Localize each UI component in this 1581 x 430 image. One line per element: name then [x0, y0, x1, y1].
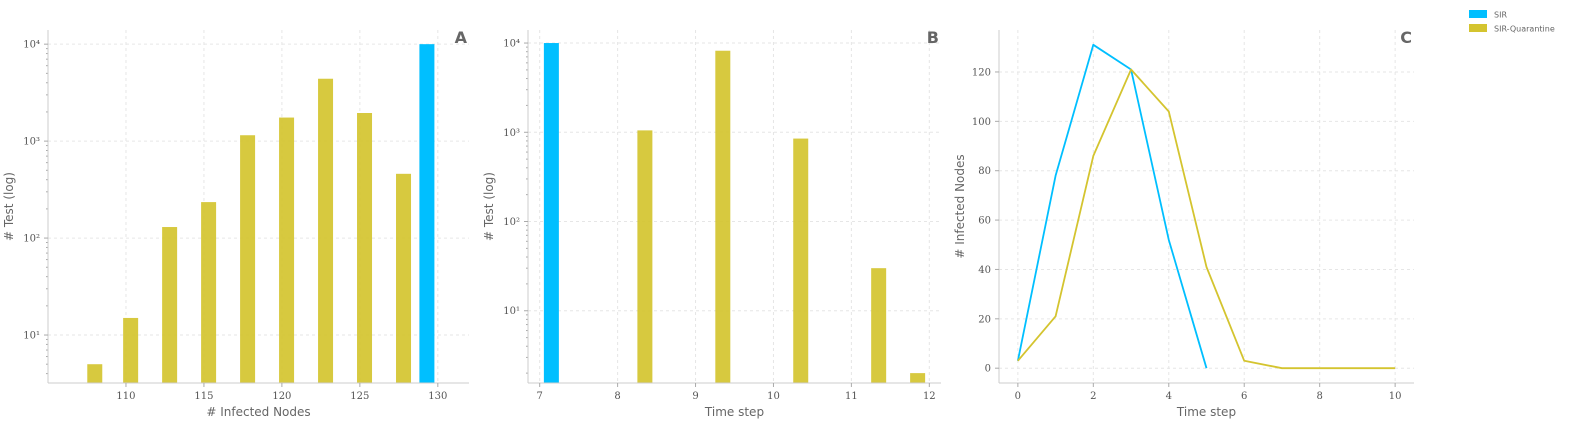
y-axis-label: # Test (log): [2, 172, 16, 241]
legend-swatch-sir: [1469, 10, 1487, 18]
y-tick-label: 120: [972, 67, 991, 78]
x-tick-label: 8: [614, 391, 620, 402]
x-axis-label: # Infected Nodes: [206, 405, 310, 419]
bar-sir-quarantine: [162, 227, 178, 383]
bar-sir: [419, 44, 435, 384]
bar-sir-quarantine: [240, 135, 256, 383]
panel-letter: B: [927, 28, 939, 47]
panel-letter: A: [455, 28, 468, 47]
x-tick-label: 4: [1166, 391, 1172, 402]
x-tick-label: 12: [923, 391, 936, 402]
y-tick-label: 60: [978, 216, 991, 227]
x-tick-label: 0: [1015, 391, 1021, 402]
y-tick-label: 80: [978, 166, 991, 177]
bar-sir-quarantine: [201, 202, 217, 383]
x-tick-label: 2: [1090, 391, 1096, 402]
y-tick-label: 10²: [503, 217, 520, 228]
x-tick-label: 6: [1241, 391, 1247, 402]
x-tick-label: 9: [692, 391, 698, 402]
x-tick-label: 10: [767, 391, 780, 402]
bar-sir-quarantine: [871, 268, 887, 383]
y-tick-label: 10⁴: [503, 39, 520, 50]
y-tick-label: 10²: [23, 234, 40, 245]
legend-label: SIR-Quarantine: [1494, 25, 1555, 34]
y-tick-label: 10¹: [23, 331, 40, 342]
y-tick-label: 10³: [503, 128, 520, 139]
x-tick-label: 11: [845, 391, 858, 402]
series-line-sir-quarantine: [1017, 68, 1396, 370]
legend-label: SIR: [1494, 11, 1507, 20]
bar-sir-quarantine: [279, 117, 295, 384]
y-axis-label: # Infected Nodes: [953, 154, 967, 258]
y-tick-label: 0: [985, 364, 991, 375]
bar-sir-quarantine: [637, 130, 653, 383]
y-tick-label: 20: [978, 314, 991, 325]
x-tick-label: 120: [272, 391, 291, 402]
x-tick-label: 130: [428, 391, 447, 402]
x-tick-label: 125: [350, 391, 369, 402]
legend: SIR SIR-Quarantine: [1469, 10, 1555, 34]
bar-sir-quarantine: [396, 173, 412, 383]
bar-sir-quarantine: [715, 50, 731, 383]
bar-sir-quarantine: [357, 112, 373, 384]
bar-sir-quarantine: [318, 78, 334, 384]
y-axis-label: # Test (log): [482, 172, 496, 241]
x-axis-label: Time step: [1176, 405, 1236, 419]
bar-sir-quarantine: [123, 317, 139, 383]
panel-b: 7 8 9 10 11 12 10¹ 10² 10³ 10⁴ Time step # Test (lo…: [482, 28, 941, 419]
y-tick-label: 100: [972, 117, 991, 128]
bar-sir-quarantine: [793, 138, 809, 383]
series-line-sir: [1016, 43, 1208, 369]
bar-sir-quarantine: [87, 364, 103, 383]
bar-sir-quarantine: [910, 373, 926, 383]
x-axis-label: Time step: [704, 405, 764, 419]
x-tick-label: 8: [1316, 391, 1322, 402]
y-tick-label: 40: [978, 265, 991, 276]
bar-sir: [543, 43, 559, 383]
y-tick-label: 10³: [23, 137, 40, 148]
x-tick-label: 7: [537, 391, 543, 402]
x-tick-label: 10: [1389, 391, 1402, 402]
x-tick-label: 110: [116, 391, 135, 402]
x-tick-label: 115: [194, 391, 213, 402]
panel-letter: C: [1400, 28, 1412, 47]
y-tick-label: 10⁴: [23, 40, 40, 51]
y-tick-label: 10¹: [503, 306, 520, 317]
panel-a: 110 115 120 125 130 10¹ 10² 10³ 10⁴ # Infected No…: [2, 28, 469, 419]
legend-swatch-sir-quarantine: [1469, 24, 1487, 32]
